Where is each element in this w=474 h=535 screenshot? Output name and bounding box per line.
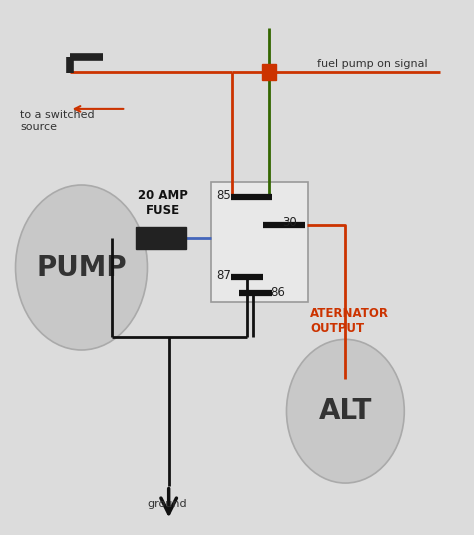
Text: 87: 87 [216,269,231,282]
Text: 20 AMP
FUSE: 20 AMP FUSE [137,189,188,217]
Text: 30: 30 [282,216,297,229]
Bar [211,182,308,302]
Ellipse shape [286,339,404,483]
Text: 86: 86 [270,286,285,299]
Text: ground: ground [147,499,187,509]
Bar [136,226,186,249]
Text: ALT: ALT [319,397,372,425]
Ellipse shape [16,185,147,350]
Text: 85: 85 [216,189,230,202]
Text: PUMP: PUMP [36,254,127,281]
Bar [262,64,276,80]
Text: ATERNATOR
OUTPUT: ATERNATOR OUTPUT [310,307,389,335]
Text: fuel pump on signal: fuel pump on signal [317,59,428,68]
Text: to a switched
source: to a switched source [20,110,95,132]
